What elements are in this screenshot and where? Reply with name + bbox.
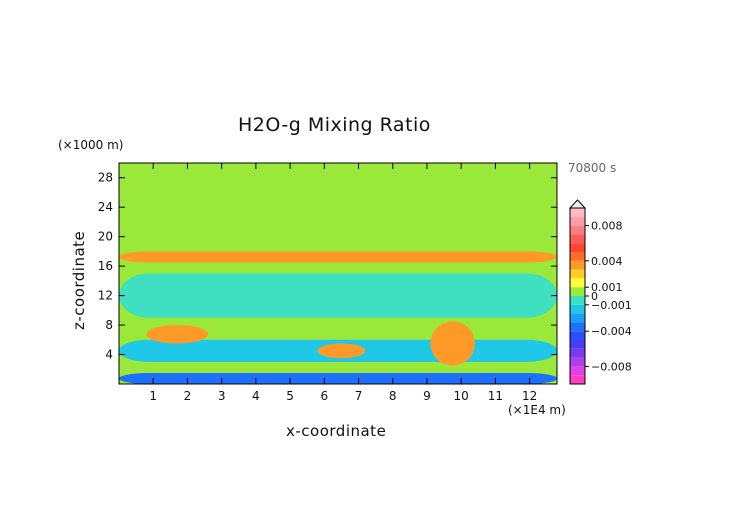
y-tick-label: 24 [98,200,113,214]
y-tick-label: 20 [98,230,113,244]
colorbar-swatch [570,331,585,340]
heatmap-cell [430,321,475,366]
heatmap-cell [119,372,557,384]
colorbar-swatch [570,357,585,367]
colorbar-swatch [570,296,585,305]
colorbar-tick-label: 0.004 [591,255,623,268]
y-tick-label: 8 [105,318,113,332]
colorbar-swatch [570,348,585,358]
colorbar-swatch [570,304,585,314]
colorbar-swatch [570,260,585,270]
y-tick-label: 16 [98,259,113,273]
colorbar-swatch [570,278,585,288]
x-tick-label: 5 [286,389,294,403]
colorbar-swatch [570,269,585,279]
x-tick-label: 6 [320,389,328,403]
colorbar-swatch [570,375,585,384]
colorbar-swatch [570,366,585,376]
x-tick-label: 3 [218,389,226,403]
x-tick-label: 4 [252,389,260,403]
time-label: 70800 s [568,161,617,175]
x-tick-label: 10 [454,389,469,403]
heatmap-cell [146,325,208,344]
y-tick-label: 28 [98,171,113,185]
colorbar-swatch [570,287,585,296]
colorbar-tick-label: −0.001 [591,299,632,312]
colorbar-swatch [570,313,585,323]
x-tick-label: 8 [389,389,397,403]
colorbar-swatch [570,208,585,217]
x-tick-label: 12 [522,389,537,403]
colorbar-tick-label: 0.001 [591,281,623,294]
x-axis-unit: (×1E4 m) [508,403,566,417]
heatmap-cell [119,251,557,263]
y-tick-label: 12 [98,289,113,303]
heatmap-cells [119,163,557,384]
y-tick-label: 4 [105,348,113,362]
x-tick-label: 7 [355,389,363,403]
colorbar-swatch [570,225,585,235]
heatmap-cell [119,273,557,318]
heatmap-cell [119,163,557,193]
colorbar-swatch [570,322,585,332]
colorbar-swatch [570,234,585,244]
chart-title: H2O-g Mixing Ratio [238,114,431,136]
colorbar-extend-arrow [568,199,587,209]
colorbar-swatch [570,243,585,252]
colorbar-tick-label: 0 [591,290,598,303]
heatmap-cell [317,343,366,359]
x-tick-label: 1 [149,389,157,403]
y-axis-unit: (×1000 m) [58,138,124,152]
colorbar-tick-label: −0.004 [591,325,632,338]
colorbar-tick-label: −0.008 [591,360,632,373]
x-tick-label: 11 [488,389,503,403]
colorbar-swatch [570,216,585,226]
x-tick-label: 9 [423,389,431,403]
x-axis-label: x-coordinate [286,422,387,440]
x-tick-label: 2 [184,389,192,403]
colorbar-swatch [570,252,585,261]
colorbar-tick-label: 0.008 [591,220,623,233]
plot-frame [118,162,558,385]
colorbar-swatch [570,340,585,349]
